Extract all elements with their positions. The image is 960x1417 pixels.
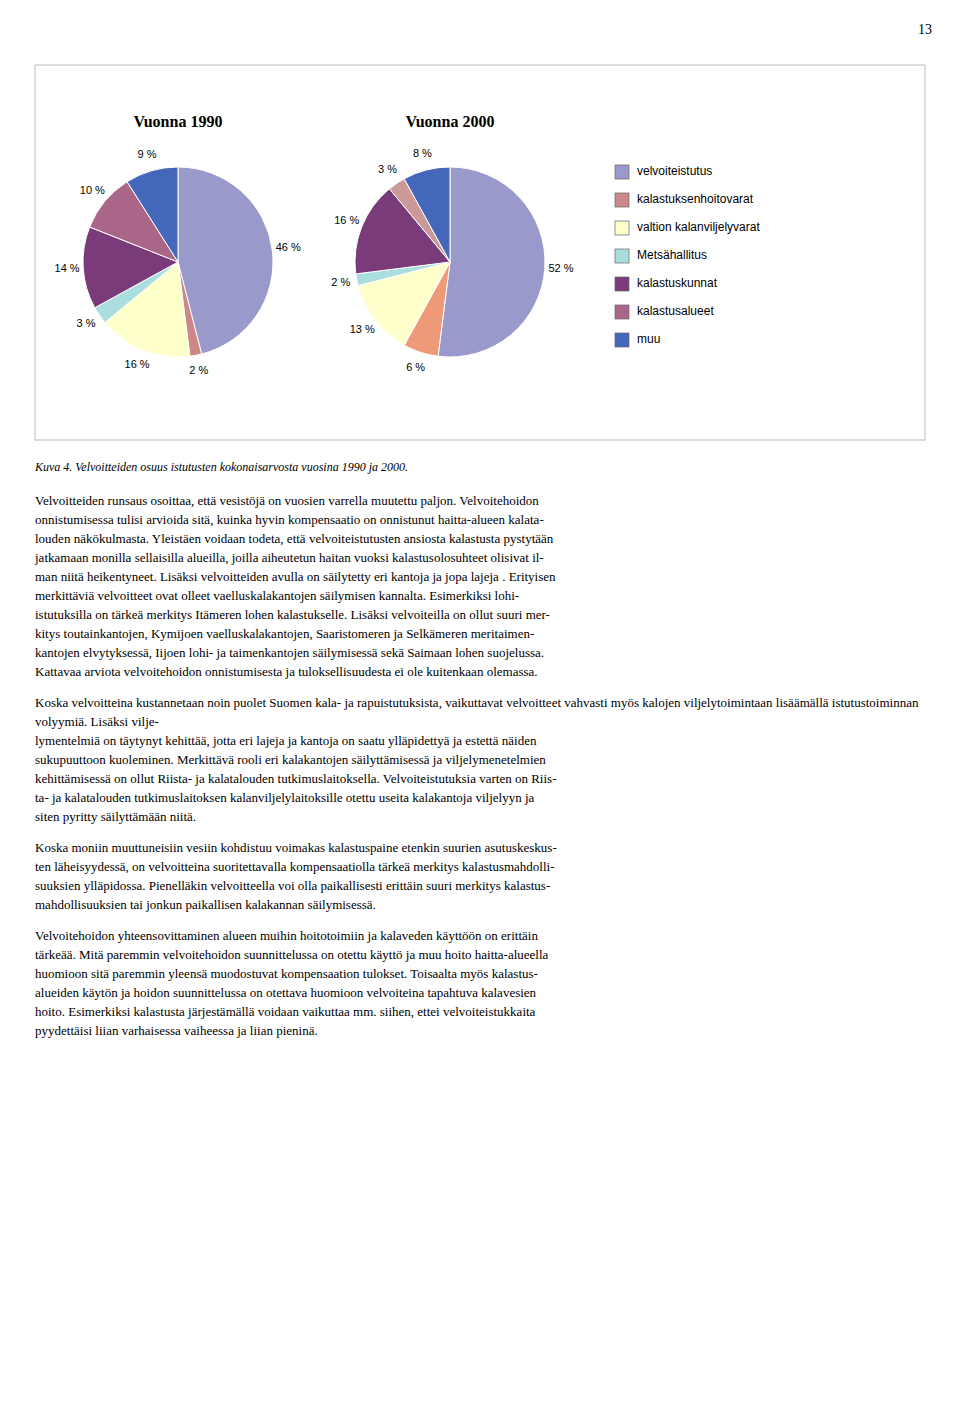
data-label: 14 % (55, 262, 80, 274)
legend-swatch (615, 221, 629, 235)
legend-item: kalastusalueet (615, 304, 714, 319)
pie-slice (438, 167, 545, 357)
chart-title: Vuonna 1990 (134, 113, 223, 130)
legend-item: valtion kalanviljelyvarat (615, 220, 760, 235)
paragraph: Velvoitehoidon yhteensovittaminen alueen… (35, 928, 549, 1038)
data-label: 2 % (189, 364, 208, 376)
legend: velvoiteistutus kalastuksenhoitovarat valt… (615, 164, 760, 347)
paragraph: Koska velvoitteina kustannetaan noin puo… (35, 695, 919, 824)
legend-item: muu (615, 332, 660, 347)
legend-label: kalastuksenhoitovarat (637, 192, 754, 206)
page-number: 13 (918, 22, 932, 37)
data-label: 13 % (350, 323, 375, 335)
legend-swatch (615, 165, 629, 179)
pie-slice (404, 167, 450, 262)
legend-label: muu (637, 332, 660, 346)
data-label: 6 % (406, 361, 425, 373)
legend-label: valtion kalanviljelyvarat (637, 220, 760, 234)
paragraph: Velvoitteiden runsaus osoittaa, että ves… (34, 493, 556, 679)
legend-label: velvoiteistutus (637, 164, 712, 178)
chart-frame (35, 65, 925, 440)
data-label: 3 % (77, 317, 96, 329)
pie-chart: 52 % 6 % 13 % 2 % 16 % 3 % 8 % (331, 147, 573, 372)
data-label: 52 % (548, 262, 573, 274)
page: 13 46 % 2 % 16 % 3 % 14 % 10 % 9 % Vuonna 1990 ve… (0, 0, 960, 1417)
legend-item: kalastuskunnat (615, 276, 718, 291)
legend-swatch (615, 277, 629, 291)
legend-label: Metsähallitus (637, 248, 707, 262)
legend-swatch (615, 193, 629, 207)
legend-item: velvoiteistutus (615, 164, 712, 179)
data-label: 2 % (331, 276, 350, 288)
legend-swatch (615, 305, 629, 319)
data-label: 46 % (276, 241, 301, 253)
data-label: 16 % (125, 358, 150, 370)
pie-slice (127, 167, 178, 262)
legend-swatch (615, 249, 629, 263)
data-label: 16 % (334, 214, 359, 226)
legend-item: kalastuksenhoitovarat (615, 192, 754, 207)
legend-item: Metsähallitus (615, 248, 707, 263)
legend-label: kalastusalueet (637, 304, 714, 318)
legend-label: kalastuskunnat (637, 276, 718, 290)
pie-chart: 46 % 2 % 16 % 3 % 14 % 10 % 9 % (55, 148, 301, 376)
data-label: 8 % (413, 147, 432, 159)
data-label: 10 % (80, 184, 105, 196)
paragraph: Koska moniin muuttuneisiin vesiin kohdis… (35, 840, 557, 912)
chart-title: Vuonna 2000 (406, 113, 495, 130)
legend-swatch (615, 333, 629, 347)
data-label: 9 % (138, 148, 157, 160)
caption: Kuva 4. Velvoitteiden osuus istutusten k… (34, 460, 408, 474)
data-label: 3 % (378, 163, 397, 175)
